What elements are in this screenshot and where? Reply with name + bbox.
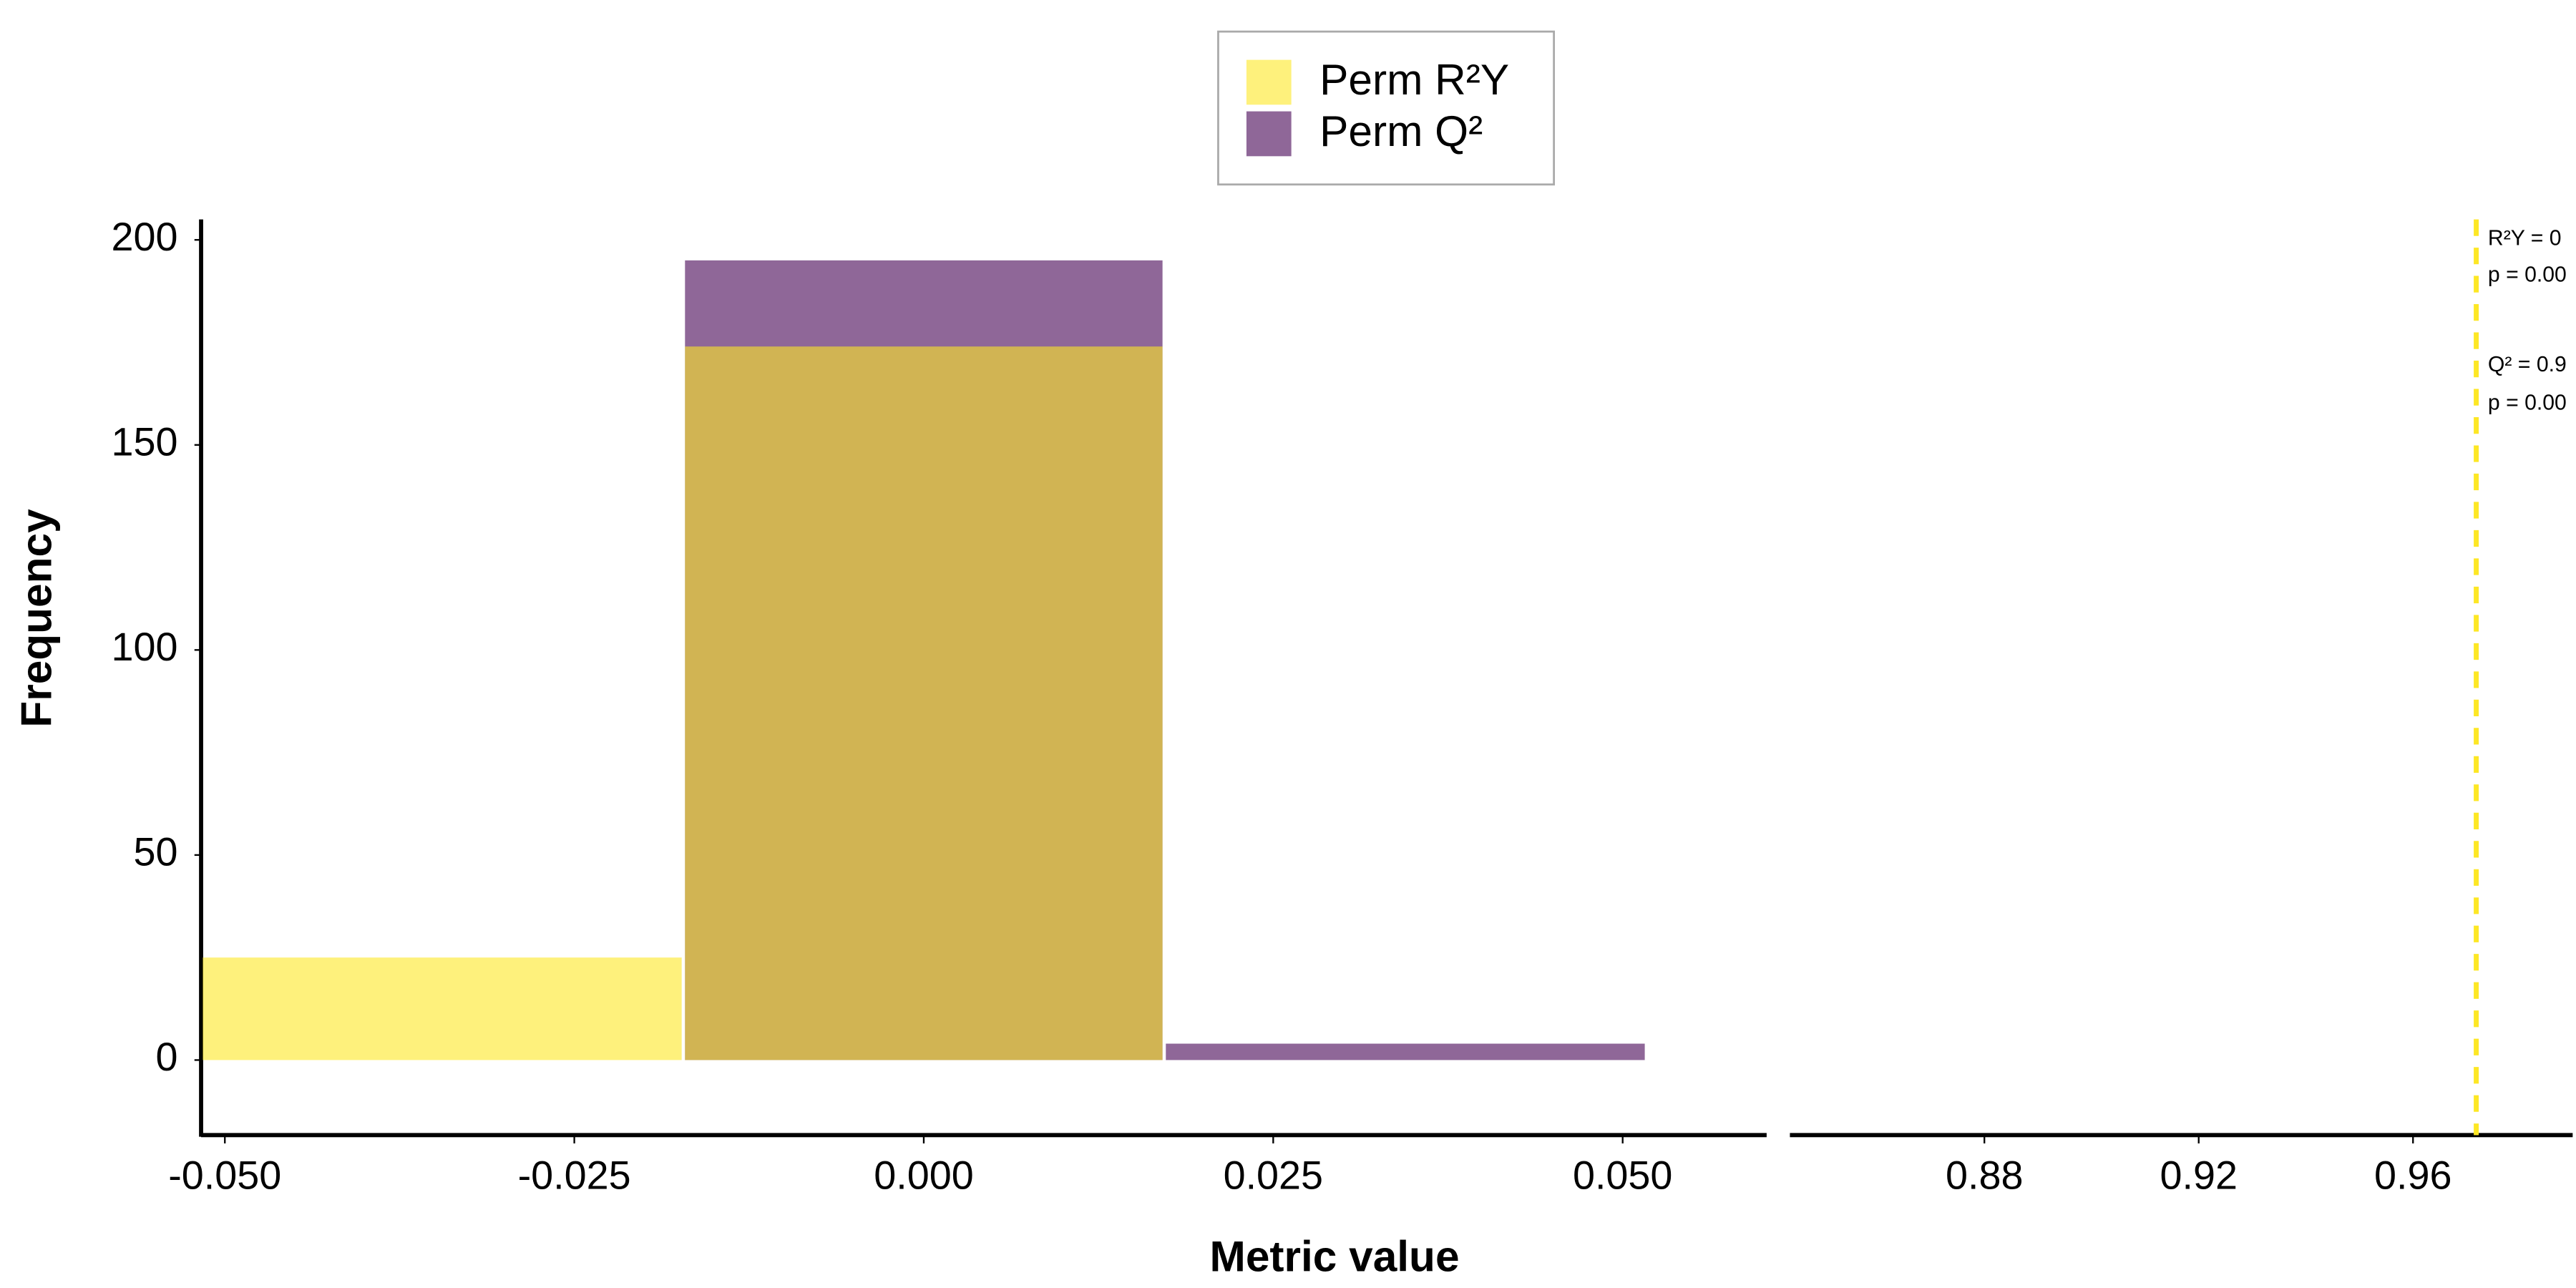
x-tick-label: -0.025 xyxy=(518,1153,631,1197)
y-tick-label: 150 xyxy=(112,420,178,464)
annotation: p = 0.00 xyxy=(2488,391,2567,414)
x-tick-label: 0.025 xyxy=(1224,1153,1323,1197)
legend-swatch xyxy=(1246,59,1292,105)
x-tick-label: -0.050 xyxy=(168,1153,281,1197)
y-tick-label: 50 xyxy=(134,830,178,874)
x-tick-label: 0.96 xyxy=(2374,1153,2451,1197)
bar xyxy=(1166,1043,1645,1060)
legend-box xyxy=(1217,30,1556,186)
y-axis-title: Frequency xyxy=(12,509,61,728)
bar xyxy=(203,957,682,1060)
x-tick-label: 0.92 xyxy=(2160,1153,2237,1197)
annotation: Q² = 0.9 xyxy=(2488,353,2567,376)
x-tick-label: 0.050 xyxy=(1573,1153,1672,1197)
y-tick-label: 0 xyxy=(156,1035,178,1079)
x-tick-label: 0.88 xyxy=(1946,1153,2023,1197)
x-axis-title: Metric value xyxy=(1210,1231,1460,1280)
legend-swatch xyxy=(1246,111,1292,157)
annotation: R²Y = 0 xyxy=(2488,226,2562,250)
y-tick-label: 100 xyxy=(112,625,178,669)
legend-label: Perm Q² xyxy=(1319,107,1483,155)
bar xyxy=(685,346,1163,1060)
annotation: p = 0.00 xyxy=(2488,263,2567,287)
legend-label: Perm R²Y xyxy=(1319,55,1509,104)
annotations: R²Y = 0 p = 0.00 Q² = 0.9 p = 0.00 xyxy=(2488,226,2567,414)
y-tick-label: 200 xyxy=(112,215,178,259)
x-tick-label: 0.000 xyxy=(874,1153,973,1197)
